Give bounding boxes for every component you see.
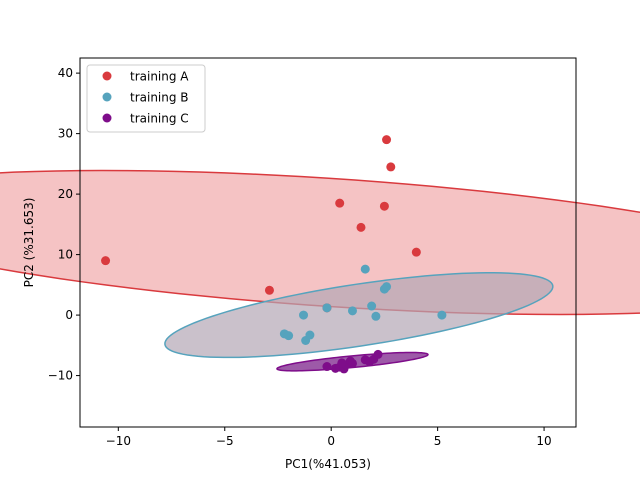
x-tick-label: −5 <box>216 434 234 448</box>
point-training-b <box>284 331 294 341</box>
legend-marker <box>102 113 112 123</box>
point-training-b <box>322 303 332 313</box>
legend-marker <box>102 92 112 102</box>
point-training-a <box>379 201 389 211</box>
y-tick-label: 10 <box>58 248 73 262</box>
point-training-b <box>299 310 309 320</box>
y-axis-ticks: −10 0 10 20 30 40 <box>48 66 80 383</box>
y-tick-label: −10 <box>48 369 73 383</box>
x-tick-label: −10 <box>106 434 131 448</box>
y-tick-label: 20 <box>58 187 73 201</box>
point-training-a <box>356 222 366 232</box>
point-training-b <box>437 310 447 320</box>
point-training-c <box>373 349 383 359</box>
point-training-c <box>322 362 332 372</box>
point-training-a <box>335 198 345 208</box>
y-tick-label: 40 <box>58 66 73 80</box>
x-tick-label: 10 <box>536 434 551 448</box>
y-axis-label: PC2 (%31.653) <box>22 198 36 288</box>
scatter-points <box>101 135 447 374</box>
x-axis-label: PC1(%41.053) <box>285 457 371 471</box>
confidence-ellipses <box>0 169 640 372</box>
point-training-b <box>367 301 377 311</box>
y-tick-label: 0 <box>65 308 73 322</box>
axes-frame <box>79 57 577 428</box>
legend-box <box>86 64 206 133</box>
legend: training A training B training C <box>86 64 206 133</box>
point-training-c <box>337 358 347 368</box>
point-training-b <box>305 330 315 340</box>
legend-label: training B <box>130 91 189 105</box>
point-training-b <box>360 264 370 274</box>
x-tick-label: 5 <box>434 434 442 448</box>
point-training-b <box>382 282 392 292</box>
legend-label: training C <box>130 112 189 126</box>
x-axis-ticks: −10 −5 0 5 10 <box>106 427 552 448</box>
point-training-b <box>371 311 381 321</box>
x-tick-label: 0 <box>327 434 335 448</box>
point-training-a <box>411 247 421 257</box>
legend-marker <box>102 71 112 81</box>
point-training-a <box>386 162 396 172</box>
y-tick-label: 30 <box>58 127 73 141</box>
point-training-b <box>347 306 357 316</box>
point-training-a <box>382 135 392 145</box>
ellipse-training-b <box>164 272 554 359</box>
point-training-a <box>101 256 111 266</box>
legend-label: training A <box>130 70 189 84</box>
point-training-c <box>347 358 357 368</box>
point-training-a <box>264 285 274 295</box>
